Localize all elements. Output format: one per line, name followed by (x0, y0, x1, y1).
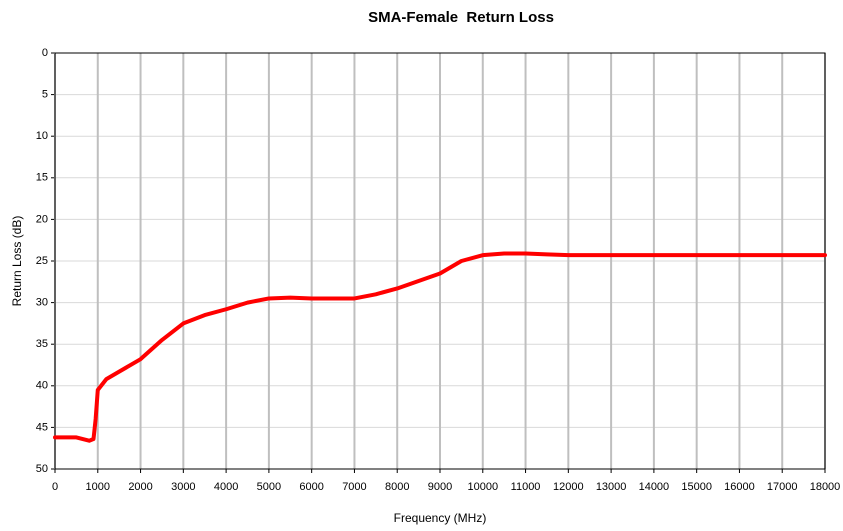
x-tick-label: 11000 (511, 481, 541, 493)
x-tick-label: 5000 (257, 481, 281, 493)
x-tick-label: 12000 (553, 481, 584, 493)
y-tick-label: 25 (36, 255, 48, 267)
x-tick-label: 10000 (467, 481, 498, 493)
x-tick-label: 16000 (724, 481, 755, 493)
y-tick-label: 10 (36, 130, 48, 142)
x-tick-label: 18000 (810, 481, 841, 493)
y-tick-label: 20 (36, 213, 48, 225)
x-tick-label: 2000 (128, 481, 152, 493)
x-tick-label: 14000 (639, 481, 670, 493)
x-tick-label: 1000 (86, 481, 110, 493)
y-tick-label: 5 (42, 89, 48, 101)
x-tick-label: 6000 (299, 481, 323, 493)
y-tick-label: 15 (36, 172, 48, 184)
x-tick-label: 15000 (681, 481, 712, 493)
y-tick-label: 0 (42, 47, 48, 59)
y-tick-label: 30 (36, 297, 48, 309)
x-tick-label: 3000 (171, 481, 195, 493)
y-tick-label: 40 (36, 380, 48, 392)
y-axis-label: Return Loss (dB) (10, 216, 24, 307)
x-tick-label: 0 (52, 481, 58, 493)
x-tick-label: 7000 (342, 481, 366, 493)
x-tick-label: 4000 (214, 481, 238, 493)
x-tick-label: 17000 (767, 481, 798, 493)
x-tick-label: 13000 (596, 481, 627, 493)
y-tick-label: 45 (36, 421, 48, 433)
chart-title: SMA-Female Return Loss (368, 9, 554, 26)
x-axis-label: Frequency (MHz) (394, 511, 487, 525)
data-line (53, 251, 827, 443)
y-tick-label: 35 (36, 338, 48, 350)
x-tick-label: 9000 (428, 481, 452, 493)
plot-border (54, 52, 826, 470)
x-tick-label: 8000 (385, 481, 409, 493)
y-tick-label: 50 (36, 463, 48, 475)
